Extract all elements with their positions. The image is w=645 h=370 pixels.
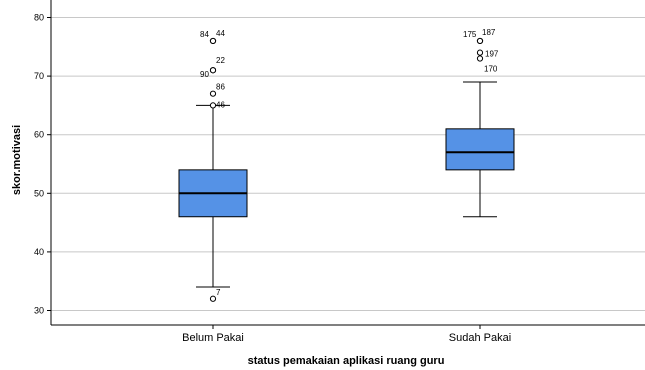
y-tick-label-80: 80	[34, 13, 44, 23]
category-label-1: Belum Pakai	[182, 332, 244, 344]
outlier-label-170: 170	[484, 65, 498, 74]
category-labels: Belum Pakai Sudah Pakai	[182, 325, 511, 344]
outlier-label-175: 175	[463, 30, 477, 39]
outlier-label-187: 187	[482, 28, 496, 37]
y-tick-label-30: 30	[34, 306, 44, 316]
category-label-2: Sudah Pakai	[449, 332, 511, 344]
outlier-point-46	[209, 102, 217, 109]
y-tick-labels: 30 40 50 60 70 80	[34, 13, 51, 316]
outlier-point-197	[476, 49, 484, 56]
y-axis-title: skor.motivasi	[11, 125, 23, 195]
outlier-label-197: 197	[485, 50, 499, 59]
boxes: 84 44 22 90 86 46 7 175 187 197 170	[178, 28, 515, 302]
outlier-label-46: 46	[216, 100, 225, 109]
outlier-label-84: 84	[200, 30, 209, 39]
iqr-box	[445, 128, 515, 171]
outlier-label-44: 44	[216, 29, 225, 38]
outlier-label-90: 90	[200, 70, 209, 79]
outlier-label-7: 7	[216, 288, 221, 297]
outlier-label-22: 22	[216, 56, 225, 65]
outlier-point-170	[476, 55, 484, 62]
y-tick-label-60: 60	[34, 130, 44, 140]
axes	[50, 0, 645, 326]
outlier-point-86	[209, 90, 217, 97]
outlier-point-7	[209, 295, 217, 302]
grid-lines	[51, 17, 645, 311]
outlier-point-90	[209, 67, 217, 74]
y-tick-label-70: 70	[34, 71, 44, 81]
y-tick-label-40: 40	[34, 247, 44, 257]
outlier-point-187	[476, 37, 484, 45]
box-group-1: 84 44 22 90 86 46 7	[178, 29, 248, 302]
y-tick-label-50: 50	[34, 188, 44, 198]
x-axis-title: status pemakaian aplikasi ruang guru	[248, 355, 445, 367]
outlier-label-86: 86	[216, 83, 225, 92]
box-group-2: 175 187 197 170	[445, 28, 515, 218]
outlier-point-44	[209, 37, 217, 45]
